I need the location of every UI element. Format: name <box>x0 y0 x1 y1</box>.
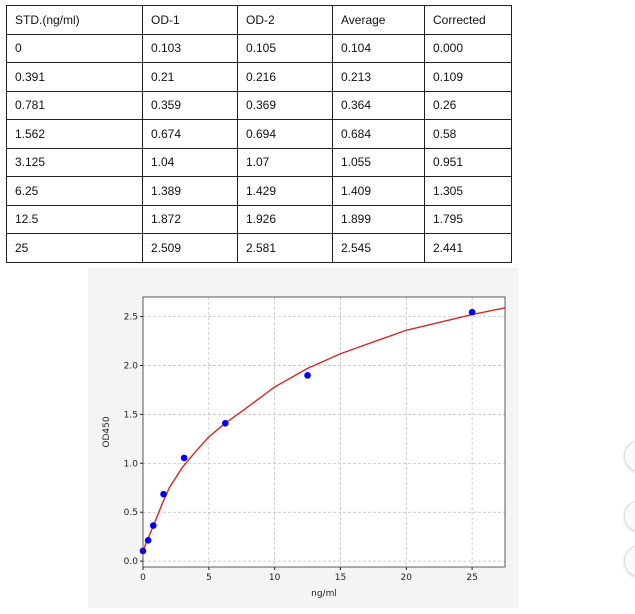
header-cell: OD-2 <box>237 5 333 35</box>
table-row: 3.125 1.04 1.07 1.055 0.951 <box>6 147 512 177</box>
plot-frame <box>142 296 506 568</box>
table-cell: 0 <box>6 33 143 63</box>
table-cell: 6.25 <box>6 176 143 206</box>
side-button[interactable] <box>624 440 635 472</box>
standard-curve-chart: 0 5 10 15 20 25 0.0 0.5 1.0 1.5 2.0 2.5 ng/ml OD450 <box>88 268 519 608</box>
data-point <box>468 308 476 316</box>
table-cell: 1.899 <box>332 204 425 234</box>
table-cell: 0.951 <box>424 147 512 177</box>
table-cell: 2.509 <box>142 233 238 263</box>
table-row: 0 0.103 0.105 0.104 0.000 <box>6 33 512 63</box>
table-cell: 2.545 <box>332 233 425 263</box>
x-tick-label: 5 <box>206 573 212 583</box>
header-cell: STD.(ng/ml) <box>6 5 143 35</box>
x-axis-label: ng/ml <box>311 589 337 599</box>
table-cell: 0.364 <box>332 90 425 120</box>
table-cell: 0.359 <box>142 90 238 120</box>
table-cell: 0.000 <box>424 33 512 63</box>
data-point <box>160 490 167 498</box>
y-tick-label: 2.5 <box>124 313 138 323</box>
table-cell: 1.872 <box>142 204 238 234</box>
table-row: 1.562 0.674 0.694 0.684 0.58 <box>6 119 512 149</box>
data-point <box>304 372 311 379</box>
table-cell: 0.781 <box>6 90 143 120</box>
table-header-row: STD.(ng/ml) OD-1 OD-2 Average Corrected <box>6 5 512 35</box>
data-point <box>221 419 229 427</box>
x-tick-label: 15 <box>335 573 346 583</box>
table-cell: 1.305 <box>424 176 512 206</box>
table-cell: 1.409 <box>332 176 425 206</box>
table-cell: 1.07 <box>237 147 333 177</box>
table-row: 25 2.509 2.581 2.545 2.441 <box>6 233 512 263</box>
table-cell: 1.562 <box>6 119 143 149</box>
table-cell: 2.441 <box>424 233 512 263</box>
table-cell: 0.213 <box>332 62 425 92</box>
header-cell: OD-1 <box>142 5 238 35</box>
x-tick-label: 25 <box>466 573 477 583</box>
table-row: 0.391 0.21 0.216 0.213 0.109 <box>6 62 512 92</box>
y-tick-label: 1.5 <box>124 410 138 420</box>
y-tick-label: 1.0 <box>124 459 139 469</box>
table-cell: 0.684 <box>332 119 425 149</box>
standard-table: STD.(ng/ml) OD-1 OD-2 Average Corrected 0 0.10… <box>6 5 512 263</box>
x-tick-label: 10 <box>269 573 281 583</box>
y-tick-label: 0.0 <box>124 557 139 567</box>
plot-area <box>143 297 505 567</box>
header-cell: Corrected <box>424 5 512 35</box>
table-cell: 1.926 <box>237 204 333 234</box>
table-cell: 0.104 <box>332 33 425 63</box>
data-point <box>180 454 188 462</box>
data-point <box>149 522 157 529</box>
table-cell: 12.5 <box>6 204 143 234</box>
table-cell: 0.391 <box>6 62 143 92</box>
x-tick-label: 0 <box>140 573 146 583</box>
table-cell: 0.105 <box>237 33 333 63</box>
table-cell: 0.21 <box>142 62 238 92</box>
y-tick-label: 0.5 <box>124 508 138 518</box>
table-cell: 1.04 <box>142 147 238 177</box>
table-cell: 1.389 <box>142 176 238 206</box>
table-cell: 3.125 <box>6 147 143 177</box>
header-cell: Average <box>332 5 425 35</box>
data-point <box>144 536 152 544</box>
table-cell: 0.369 <box>237 90 333 120</box>
table-cell: 0.109 <box>424 62 512 92</box>
table-cell: 1.055 <box>332 147 425 177</box>
table-cell: 1.795 <box>424 204 512 234</box>
table-cell: 0.694 <box>237 119 333 149</box>
y-tick-label: 2.0 <box>124 361 139 371</box>
chart-svg: 0 5 10 15 20 25 0.0 0.5 1.0 1.5 2.0 2.5 ng/ml OD450 <box>102 296 506 599</box>
table-row: 0.781 0.359 0.369 0.364 0.26 <box>6 90 512 120</box>
table-row: 12.5 1.872 1.926 1.899 1.795 <box>6 204 512 234</box>
table-row: 6.25 1.389 1.429 1.409 1.305 <box>6 176 512 206</box>
table-cell: 0.26 <box>424 90 512 120</box>
table-cell: 1.429 <box>237 176 333 206</box>
table-cell: 0.216 <box>237 62 333 92</box>
table-cell: 2.581 <box>237 233 333 263</box>
table-cell: 0.103 <box>142 33 238 63</box>
x-tick-label: 20 <box>401 573 413 583</box>
table-cell: 0.58 <box>424 119 512 149</box>
y-axis-label: OD450 <box>102 416 112 447</box>
table-cell: 25 <box>6 233 143 263</box>
table-cell: 0.674 <box>142 119 238 149</box>
side-button[interactable] <box>624 545 635 577</box>
side-button[interactable] <box>624 500 635 532</box>
